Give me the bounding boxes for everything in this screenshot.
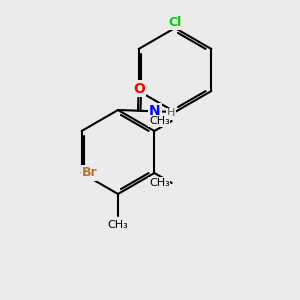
Text: Br: Br [82,167,98,179]
Text: CH₃: CH₃ [108,220,128,230]
Text: H: H [167,108,176,118]
Text: N: N [149,104,161,118]
Text: CH₃: CH₃ [149,178,170,188]
Text: Cl: Cl [168,16,182,28]
Text: O: O [133,82,145,96]
Text: CH₃: CH₃ [149,116,170,126]
